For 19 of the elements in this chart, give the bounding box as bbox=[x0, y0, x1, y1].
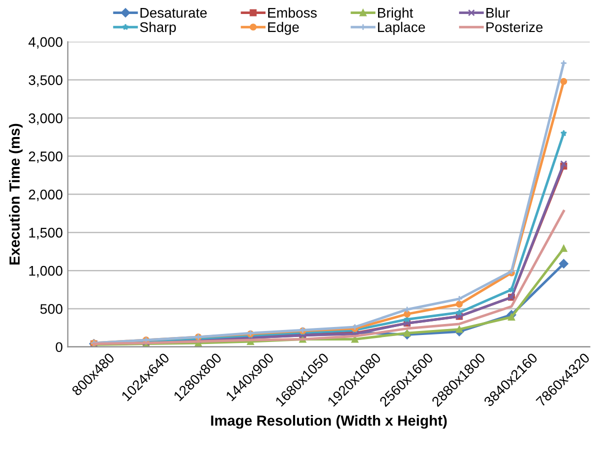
y-tick-label: 1,500 bbox=[29, 228, 62, 240]
legend-label: Laplace bbox=[378, 22, 425, 35]
y-tick-label: 3,000 bbox=[28, 113, 62, 125]
legend-label: Edge bbox=[268, 22, 299, 35]
legend-label: Bright bbox=[378, 8, 414, 20]
legend-label: Posterize bbox=[486, 22, 543, 32]
y-tick-label: 1,000 bbox=[29, 266, 62, 278]
legend-label: Desaturate bbox=[140, 8, 207, 18]
legend-label: Sharp bbox=[140, 22, 176, 35]
y-tick-label: 500 bbox=[40, 304, 62, 314]
y-tick-label: 0 bbox=[56, 342, 62, 352]
y-tick-label: 3,500 bbox=[28, 75, 62, 87]
y-axis-title: Execution Time (ms) bbox=[9, 124, 23, 265]
legend-label: Blur bbox=[486, 8, 510, 18]
y-tick-label: 2,500 bbox=[28, 152, 62, 163]
legend-label: Emboss bbox=[268, 8, 317, 18]
y-tick-label: 4,000 bbox=[28, 37, 62, 49]
y-tick-label: 2,000 bbox=[28, 190, 62, 202]
x-axis-title: Image Resolution (Width x Height) bbox=[211, 415, 447, 429]
